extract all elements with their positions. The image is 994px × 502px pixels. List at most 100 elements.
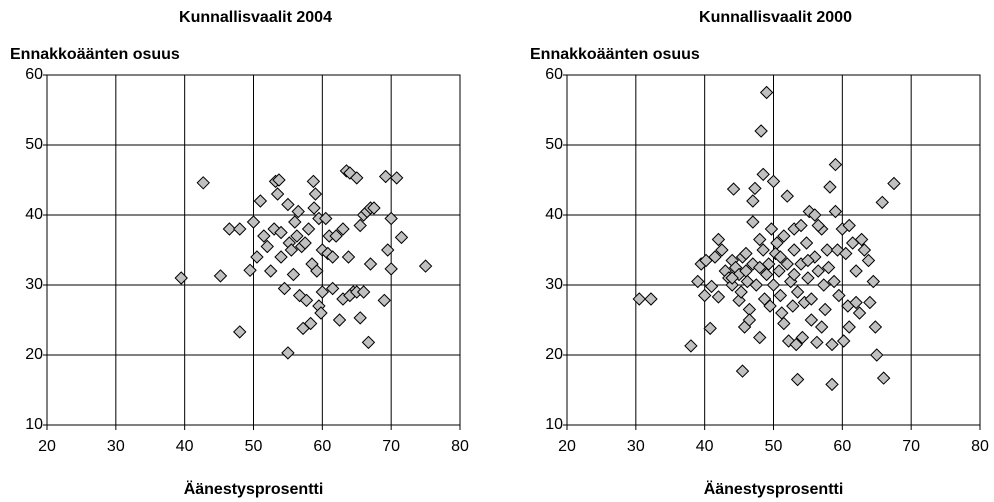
point: [291, 204, 305, 219]
point: [780, 189, 794, 203]
point: [854, 232, 869, 247]
point: [250, 250, 264, 264]
point: [863, 295, 877, 310]
point: [839, 246, 853, 261]
x-axis-label: Äänestysprosentti: [704, 480, 844, 498]
point: [708, 250, 722, 264]
point: [832, 288, 846, 303]
point: [828, 157, 843, 172]
point: [870, 348, 884, 362]
plot-frame: [566, 74, 981, 426]
x-tick-label: 50: [765, 438, 783, 455]
point: [811, 264, 825, 278]
point: [325, 281, 340, 296]
point: [310, 264, 324, 278]
point: [378, 169, 393, 184]
y-tick-label: 40: [545, 206, 563, 223]
point: [801, 253, 815, 268]
point: [808, 208, 822, 222]
point: [773, 250, 788, 264]
point: [827, 274, 841, 289]
point: [272, 173, 286, 187]
point: [825, 337, 839, 352]
point: [315, 285, 330, 299]
point: [770, 236, 784, 250]
point: [281, 197, 295, 212]
point: [764, 222, 779, 236]
point: [341, 250, 356, 264]
y-tick-label: 30: [25, 276, 43, 293]
point: [734, 285, 748, 299]
point: [754, 124, 768, 138]
point: [274, 225, 288, 240]
point: [233, 222, 247, 236]
point: [746, 194, 760, 208]
point: [270, 187, 285, 201]
point: [711, 232, 726, 247]
point: [384, 211, 398, 226]
point: [307, 201, 321, 215]
x-tick-label: 30: [107, 438, 125, 455]
point: [290, 229, 304, 243]
point: [820, 243, 834, 257]
chart-title: Kunnallisvaalit 2004: [179, 9, 332, 26]
point: [725, 271, 739, 285]
x-tick-label: 60: [833, 438, 851, 455]
point: [303, 316, 318, 331]
x-tick-label: 80: [971, 438, 989, 455]
point: [799, 236, 814, 250]
point: [814, 320, 829, 334]
point: [363, 257, 378, 271]
point: [361, 335, 376, 350]
x-tick-label: 40: [696, 438, 714, 455]
point: [789, 337, 803, 352]
y-tick-label: 40: [25, 206, 43, 223]
point: [857, 243, 872, 257]
x-tick-label: 50: [245, 438, 263, 455]
point: [715, 243, 729, 257]
point: [777, 316, 791, 331]
point: [861, 253, 876, 268]
point: [353, 218, 367, 233]
point: [876, 371, 891, 385]
point: [753, 260, 767, 275]
chart-title: Kunnallisvaalit 2000: [699, 9, 852, 26]
point: [777, 229, 791, 243]
x-tick-label: 20: [38, 438, 56, 455]
x-axis-label: Äänestysprosentti: [184, 480, 324, 498]
point: [837, 334, 851, 348]
y-axis-label: Ennakkoäänten osuus: [10, 46, 180, 63]
point: [319, 211, 333, 226]
point: [775, 306, 789, 320]
point: [418, 259, 433, 273]
point: [336, 222, 350, 236]
point: [697, 288, 712, 303]
point: [711, 290, 726, 304]
point: [790, 372, 805, 387]
point: [753, 232, 767, 247]
point: [735, 364, 750, 378]
point: [821, 260, 836, 275]
point: [842, 320, 856, 334]
point: [301, 222, 316, 236]
point: [849, 264, 863, 278]
x-tick-label: 70: [902, 438, 920, 455]
point: [801, 271, 815, 285]
point: [753, 330, 767, 345]
point: [703, 321, 717, 336]
point: [343, 166, 357, 180]
point: [306, 174, 321, 189]
point: [756, 243, 770, 257]
point: [308, 187, 323, 201]
point: [780, 257, 794, 271]
point: [644, 292, 658, 306]
point: [274, 250, 288, 264]
point: [233, 325, 247, 339]
point: [811, 218, 825, 233]
y-tick-label: 60: [545, 66, 563, 83]
x-tick-label: 30: [627, 438, 645, 455]
point: [353, 311, 367, 325]
x-tick-label: 40: [176, 438, 194, 455]
point: [825, 377, 839, 392]
point: [288, 215, 302, 229]
